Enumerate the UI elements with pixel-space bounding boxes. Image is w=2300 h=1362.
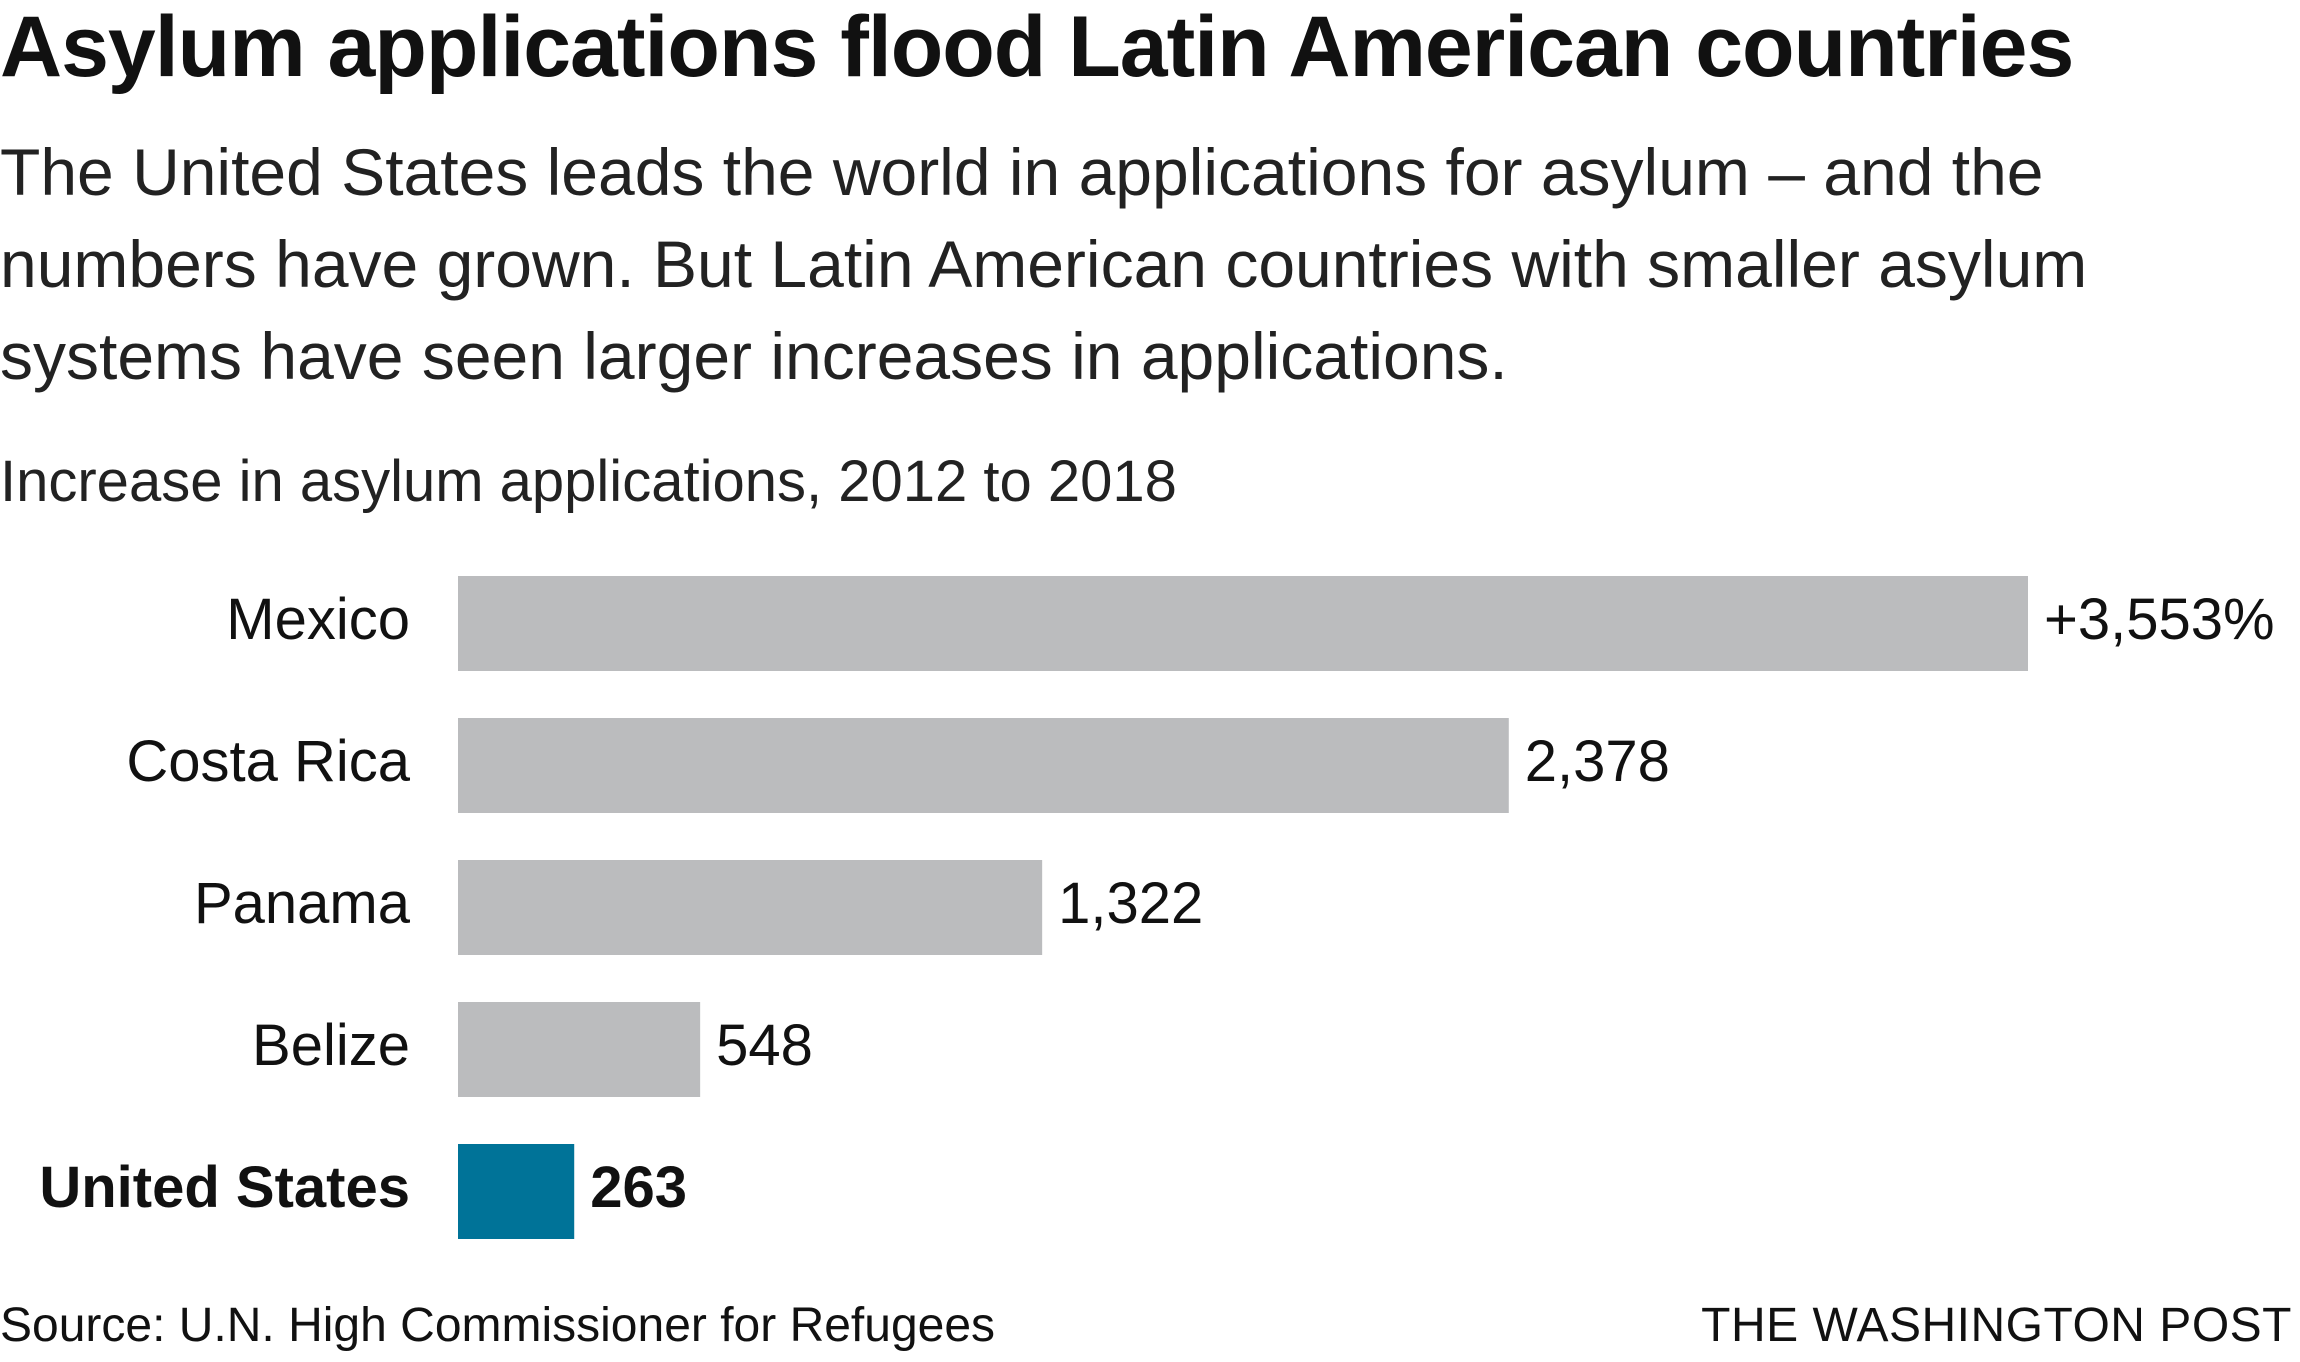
value-label-belize: 548 <box>716 1013 813 1078</box>
chart-subtitle: The United States leads the world in app… <box>0 135 2088 393</box>
bar-costa-rica <box>458 718 1509 813</box>
chart-title: Asylum applications flood Latin American… <box>0 0 2074 95</box>
value-label-costa-rica: 2,378 <box>1525 729 1670 794</box>
bar-united-states <box>458 1144 575 1239</box>
category-label-belize: Belize <box>252 1013 410 1078</box>
value-label-panama: 1,322 <box>1058 871 1203 936</box>
category-label-panama: Panama <box>194 871 411 936</box>
category-label-mexico: Mexico <box>226 587 410 652</box>
source-note: Source: U.N. High Commissioner for Refug… <box>0 1299 996 1352</box>
category-label-costa-rica: Costa Rica <box>126 729 410 794</box>
bar-mexico <box>458 576 2028 671</box>
bar-panama <box>458 860 1043 955</box>
chart-description: Increase in asylum applications, 2012 to… <box>0 449 1177 514</box>
bar-chart: Mexico +3,553% Costa Rica 2,378 Panama 1,322 B… <box>39 576 2275 1239</box>
publisher-credit: THE WASHINGTON POST <box>1701 1299 2292 1352</box>
bar-belize <box>458 1002 701 1097</box>
category-label-united-states: United States <box>39 1155 410 1220</box>
value-label-mexico: +3,553% <box>2044 587 2275 652</box>
value-label-united-states: 263 <box>590 1155 687 1220</box>
